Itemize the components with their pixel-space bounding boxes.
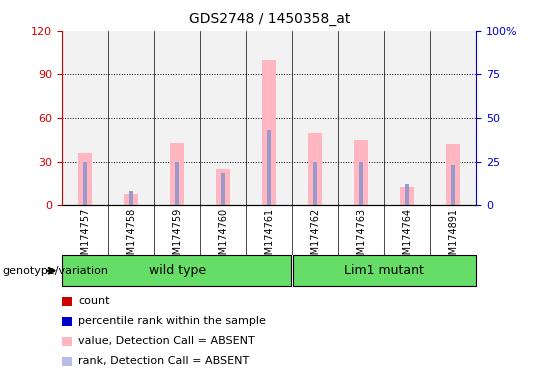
- Bar: [262, 60, 276, 205]
- Bar: [354, 140, 368, 205]
- Text: GDS2748 / 1450358_at: GDS2748 / 1450358_at: [190, 12, 350, 25]
- Text: GSM174757: GSM174757: [80, 208, 90, 267]
- Text: GSM174763: GSM174763: [356, 208, 366, 267]
- Text: genotype/variation: genotype/variation: [3, 266, 109, 276]
- Bar: [400, 187, 414, 205]
- Bar: [267, 130, 271, 205]
- Text: percentile rank within the sample: percentile rank within the sample: [78, 316, 266, 326]
- Bar: [129, 191, 133, 205]
- Bar: [62, 255, 291, 286]
- Text: GSM174759: GSM174759: [172, 208, 182, 267]
- Text: GSM174758: GSM174758: [126, 208, 136, 267]
- Bar: [170, 143, 184, 205]
- Text: GSM174764: GSM174764: [402, 208, 412, 267]
- Bar: [447, 144, 460, 205]
- Bar: [313, 162, 317, 205]
- Text: wild type: wild type: [148, 264, 206, 277]
- Bar: [406, 184, 409, 205]
- Text: GSM174762: GSM174762: [310, 208, 320, 267]
- Bar: [360, 162, 363, 205]
- Bar: [451, 165, 455, 205]
- Bar: [78, 153, 92, 205]
- Text: rank, Detection Call = ABSENT: rank, Detection Call = ABSENT: [78, 356, 249, 366]
- Bar: [293, 255, 476, 286]
- Text: count: count: [78, 296, 110, 306]
- Bar: [83, 162, 87, 205]
- Bar: [308, 132, 322, 205]
- Bar: [124, 194, 138, 205]
- Bar: [221, 174, 225, 205]
- Text: GSM174760: GSM174760: [218, 208, 228, 267]
- Text: GSM174891: GSM174891: [448, 208, 458, 267]
- Bar: [216, 169, 230, 205]
- Text: value, Detection Call = ABSENT: value, Detection Call = ABSENT: [78, 336, 255, 346]
- Bar: [176, 162, 179, 205]
- Text: Lim1 mutant: Lim1 mutant: [345, 264, 424, 277]
- Text: GSM174761: GSM174761: [264, 208, 274, 267]
